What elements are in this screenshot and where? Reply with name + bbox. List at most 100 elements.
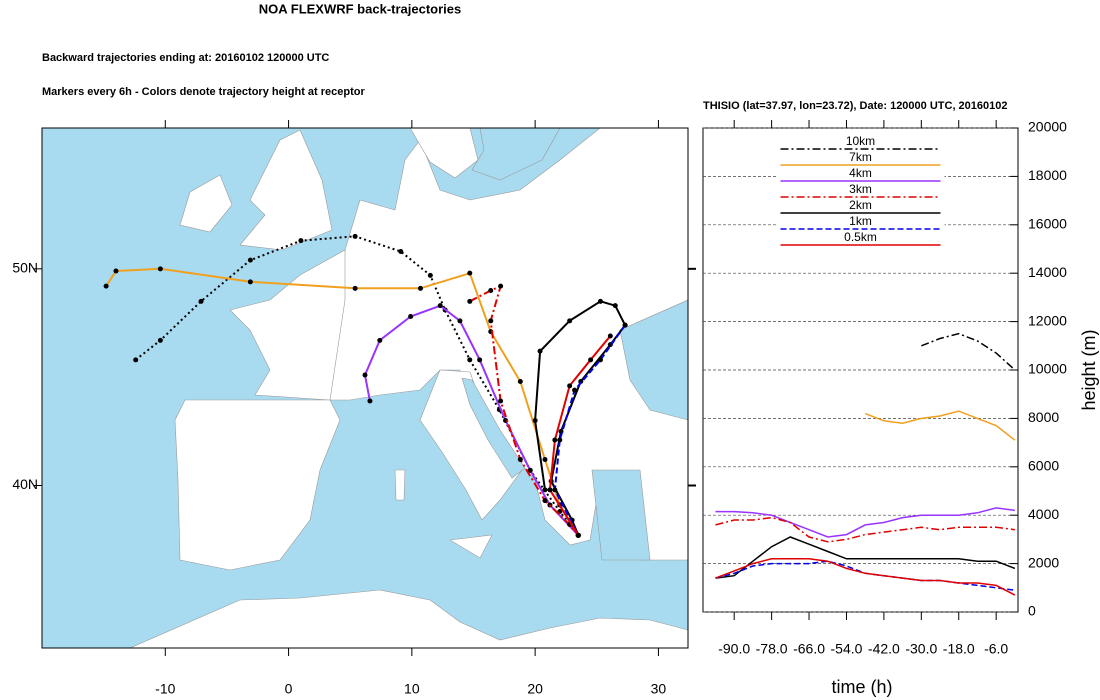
trajectory-marker	[567, 383, 573, 389]
trajectory-marker	[517, 379, 523, 384]
y-tick-label: 6000	[1028, 458, 1059, 474]
trajectory-marker	[352, 285, 358, 291]
trajectory-marker	[298, 238, 304, 244]
map-frame	[41, 127, 689, 649]
sea	[619, 299, 688, 421]
legend-label: 4km	[849, 166, 872, 180]
trajectory-marker	[542, 487, 548, 493]
legend-label: 1km	[849, 214, 872, 228]
trajectory-marker	[133, 357, 139, 363]
trajectory-marker	[377, 337, 383, 343]
y-tick-label: 10000	[1028, 361, 1067, 377]
sea	[591, 469, 651, 561]
y-tick-label: 14000	[1028, 264, 1067, 280]
y-tick-label: 50N	[12, 260, 38, 276]
subtitle: Backward trajectories ending at: 2016010…	[42, 52, 329, 64]
y-tick-label: 12000	[1028, 312, 1067, 328]
legend-label: 7km	[849, 150, 872, 164]
x-tick-label: -54.0	[831, 641, 863, 657]
height-line	[864, 410, 1016, 441]
height-line	[715, 516, 1015, 543]
trajectory-marker	[417, 285, 423, 291]
y-tick-label: 40N	[12, 476, 38, 492]
trajectory-marker	[367, 398, 373, 404]
trajectory-marker	[547, 487, 553, 493]
trajectory-marker	[437, 303, 443, 309]
trajectory-marker	[527, 467, 533, 473]
x-tick-label: -66.0	[793, 641, 825, 657]
sea	[471, 128, 561, 181]
trajectory-marker	[572, 387, 578, 393]
x-axis-label: time (h)	[831, 677, 892, 697]
trajectories	[103, 233, 628, 538]
x-tick-label: -78.0	[756, 641, 788, 657]
trajectory-marker	[103, 283, 109, 289]
trajectory-marker	[578, 379, 584, 384]
trajectory-marker	[408, 314, 414, 319]
x-tick-label: 10	[404, 681, 420, 697]
x-tick-label: -6.0	[984, 641, 1008, 657]
x-tick-label: -42.0	[868, 641, 900, 657]
y-tick-label: 4000	[1028, 506, 1059, 522]
trajectory-marker	[467, 357, 473, 363]
trajectory-marker	[612, 303, 618, 309]
trajectory-marker	[247, 257, 253, 263]
trajectory-marker	[352, 233, 358, 239]
trajectory-marker	[247, 279, 253, 285]
trajectory-marker	[498, 398, 504, 404]
y-tick-label: 16000	[1028, 216, 1067, 232]
y-tick-label: 18000	[1028, 167, 1067, 183]
height-line	[715, 536, 1016, 579]
trajectory-marker	[488, 288, 494, 293]
legend-label: 0.5km	[844, 230, 877, 244]
trajectory	[548, 335, 612, 536]
land	[229, 249, 346, 401]
y-tick-label: 20000	[1028, 119, 1067, 135]
trajectory	[105, 267, 580, 536]
land	[179, 174, 233, 233]
legend-label: 10km	[846, 134, 875, 148]
trajectory-marker	[198, 298, 204, 304]
trajectory-marker	[488, 318, 494, 324]
trajectory-marker	[532, 418, 538, 423]
land	[409, 128, 479, 179]
y-tick-label: 2000	[1028, 554, 1059, 570]
y-tick-label: 0	[1028, 603, 1036, 619]
height-line	[715, 507, 1015, 538]
legend-label: 3km	[849, 182, 872, 196]
trajectory	[553, 324, 626, 536]
trajectory-marker	[498, 283, 504, 289]
trajectory-marker	[542, 498, 548, 504]
subtitle: Markers every 6h - Colors denote traject…	[42, 86, 365, 98]
trajectory-marker	[567, 318, 573, 324]
y-axis-label: height (m)	[1079, 329, 1099, 410]
x-tick-label: -90.0	[718, 641, 750, 657]
land	[42, 589, 688, 648]
trajectory-marker	[622, 322, 628, 328]
land	[449, 534, 493, 559]
height-line	[715, 560, 1015, 591]
trajectory-marker	[457, 318, 463, 324]
map-background	[42, 128, 688, 648]
land	[394, 469, 406, 501]
trajectory-marker	[157, 337, 163, 343]
land	[174, 399, 341, 571]
trajectory-marker	[398, 249, 404, 254]
trajectory-marker	[557, 437, 563, 443]
x-tick-label: 30	[651, 681, 667, 697]
trajectory-marker	[517, 457, 523, 462]
height-line	[715, 558, 1016, 596]
x-tick-label: 0	[285, 681, 293, 697]
trajectory-marker	[537, 348, 543, 354]
trajectory-marker	[597, 357, 603, 363]
trajectory-marker	[113, 268, 119, 274]
sea	[461, 377, 526, 479]
x-tick-label: 20	[527, 681, 543, 697]
trajectory-marker	[362, 372, 368, 378]
trajectory-marker	[427, 272, 433, 278]
height-line	[921, 332, 1016, 371]
trajectory-marker	[477, 357, 483, 363]
trajectory-marker	[542, 457, 548, 462]
